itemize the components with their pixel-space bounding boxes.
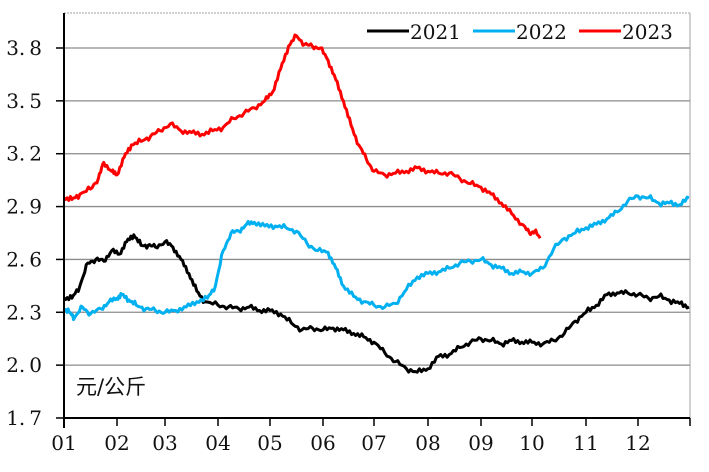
legend-label: 2023 bbox=[622, 20, 673, 44]
series-2023-line bbox=[62, 33, 542, 239]
x-tick-label: 05 bbox=[257, 431, 282, 455]
y-tick-label: 1. 7 bbox=[6, 406, 42, 430]
legend-item-2022: 2022 bbox=[473, 20, 567, 44]
y-tick-label: 3. 5 bbox=[6, 89, 42, 113]
legend-label: 2022 bbox=[516, 20, 567, 44]
series-2022-line bbox=[62, 194, 690, 322]
x-tick-label: 10 bbox=[519, 431, 544, 455]
y-tick-label: 2. 6 bbox=[6, 247, 42, 271]
x-tick-label: 06 bbox=[310, 431, 335, 455]
y-axis-ticks: 1. 7 2. 0 2. 3 2. 6 2. 9 3. 2 3. 5 3. 8 bbox=[6, 36, 64, 430]
x-tick-label: 04 bbox=[205, 431, 230, 455]
unit-label: 元/公斤 bbox=[76, 375, 146, 399]
y-tick-label: 3. 8 bbox=[6, 36, 42, 60]
series-lines bbox=[62, 33, 690, 374]
legend: 2021 2022 2023 bbox=[367, 20, 673, 44]
y-tick-label: 2. 9 bbox=[6, 195, 42, 219]
x-tick-label: 01 bbox=[51, 431, 76, 455]
y-tick-label: 3. 2 bbox=[6, 142, 42, 166]
x-tick-label: 07 bbox=[361, 431, 386, 455]
x-tick-label: 03 bbox=[152, 431, 177, 455]
x-tick-label: 08 bbox=[415, 431, 440, 455]
gridlines bbox=[64, 47, 690, 366]
x-tick-label: 02 bbox=[104, 431, 129, 455]
series-2021-line bbox=[63, 233, 690, 374]
plot-frame bbox=[64, 12, 691, 418]
legend-label: 2021 bbox=[410, 20, 461, 44]
x-axis-ticks: 01 02 03 04 05 06 07 08 09 10 11 12 bbox=[51, 418, 691, 455]
y-tick-label: 2. 3 bbox=[6, 300, 42, 324]
x-tick-label: 11 bbox=[573, 431, 598, 455]
y-tick-label: 2. 0 bbox=[6, 353, 42, 377]
legend-item-2023: 2023 bbox=[579, 20, 673, 44]
legend-item-2021: 2021 bbox=[367, 20, 461, 44]
x-tick-label: 09 bbox=[468, 431, 493, 455]
x-tick-label: 12 bbox=[625, 431, 650, 455]
